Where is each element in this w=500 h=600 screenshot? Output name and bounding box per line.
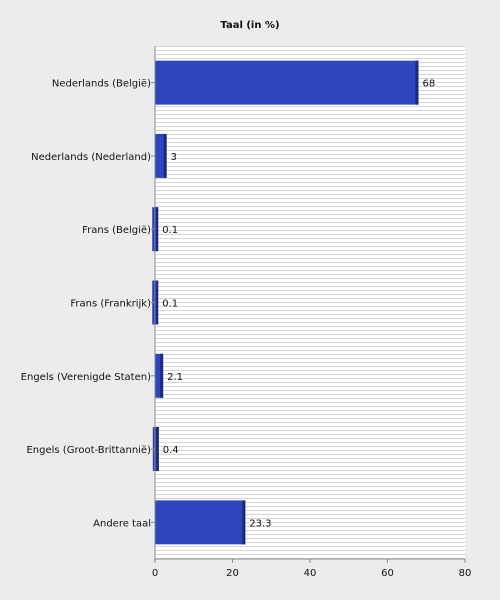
- category-label: Andere taal: [93, 518, 151, 529]
- bar-edge: [415, 60, 419, 105]
- x-tick-label: 40: [304, 568, 317, 579]
- category-label: Frans (Frankrijk): [70, 299, 151, 310]
- x-tick-label: 20: [226, 568, 239, 579]
- axes-group: Nederlands (België) Nederlands (Nederland…: [21, 46, 472, 579]
- bar-edge: [155, 427, 159, 472]
- bar: [155, 500, 246, 545]
- bar-value-label: 2.1: [167, 372, 183, 383]
- plot-area: [155, 46, 465, 559]
- bar-edge: [242, 500, 246, 545]
- bars-group: 68 3 0.1 0.1 2.1 0.4 23.3: [152, 60, 436, 545]
- category-label: Engels (Verenigde Staten): [21, 372, 151, 383]
- bar: [155, 60, 419, 105]
- bar-value-label: 23.3: [249, 518, 271, 529]
- bar: [155, 353, 164, 398]
- bar-value-label: 0.1: [162, 225, 178, 236]
- bar-value-label: 0.4: [163, 445, 179, 456]
- x-tick-label: 0: [152, 568, 158, 579]
- category-label: Engels (Groot-Brittannië): [26, 445, 151, 456]
- chart-title: Taal (in %): [220, 20, 279, 31]
- bar-edge: [155, 207, 159, 252]
- bar-value-label: 0.1: [162, 299, 178, 310]
- x-tick-label: 60: [381, 568, 394, 579]
- bar-value-label: 68: [423, 79, 436, 90]
- category-label: Nederlands (Nederland): [31, 152, 151, 163]
- bar: [155, 133, 167, 178]
- x-tick-label: 80: [459, 568, 472, 579]
- bar-edge: [160, 353, 164, 398]
- category-label: Nederlands (België): [52, 79, 151, 90]
- bar-value-label: 3: [171, 152, 177, 163]
- bar-edge: [163, 133, 167, 178]
- category-label: Frans (België): [82, 225, 151, 236]
- bar-edge: [155, 280, 159, 325]
